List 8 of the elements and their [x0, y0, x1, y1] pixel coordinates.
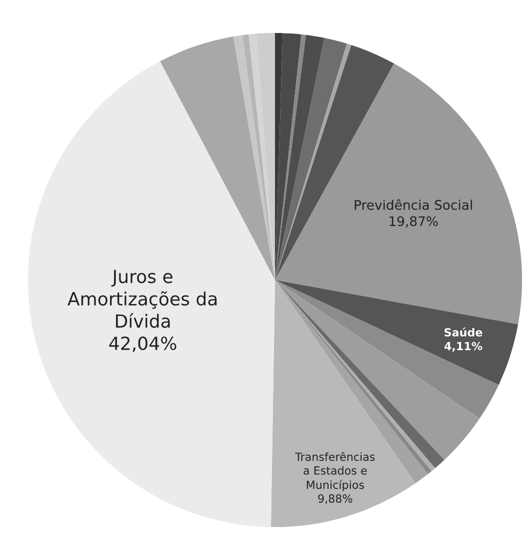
slice-label: Previdência Social: [354, 199, 472, 210]
slice-label: Transferências a Estados e Municípios: [295, 452, 375, 492]
data-label: 9,88%: [318, 494, 352, 504]
data-label: 4,11%: [444, 342, 482, 352]
data-label: 19,87%: [390, 216, 438, 228]
data-label: 42,04%: [109, 336, 176, 352]
slice-label: Juros e Amortizações da Dívida: [68, 270, 217, 328]
slice-label: Saúde: [444, 328, 482, 337]
